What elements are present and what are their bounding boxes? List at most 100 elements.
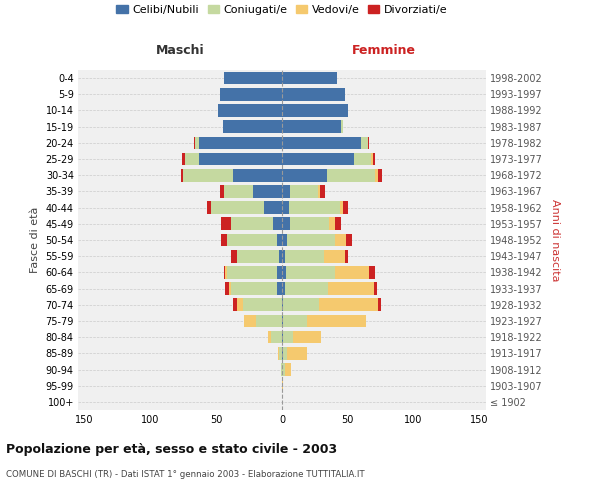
- Bar: [284, 250, 324, 262]
- Bar: [346, 234, 352, 246]
- Bar: [221, 218, 230, 230]
- Bar: [211, 202, 263, 214]
- Bar: [199, 152, 282, 166]
- Text: COMUNE DI BASCHI (TR) - Dati ISTAT 1° gennaio 2003 - Elaborazione TUTTITALIA.IT: COMUNE DI BASCHI (TR) - Dati ISTAT 1° ge…: [6, 470, 365, 479]
- Bar: [282, 185, 290, 198]
- Bar: [220, 88, 282, 101]
- Bar: [195, 136, 199, 149]
- Bar: [282, 282, 284, 295]
- Bar: [289, 202, 340, 214]
- Text: Femmine: Femmine: [352, 44, 416, 57]
- Bar: [230, 282, 277, 295]
- Bar: [327, 169, 376, 181]
- Bar: [320, 185, 325, 198]
- Bar: [369, 266, 376, 278]
- Bar: [335, 234, 346, 246]
- Bar: [282, 234, 287, 246]
- Bar: [328, 282, 374, 295]
- Bar: [282, 380, 283, 392]
- Bar: [278, 347, 280, 360]
- Bar: [282, 218, 290, 230]
- Text: Popolazione per età, sesso e stato civile - 2003: Popolazione per età, sesso e stato civil…: [6, 442, 337, 456]
- Bar: [199, 136, 282, 149]
- Bar: [329, 218, 335, 230]
- Legend: Celibi/Nubili, Coniugati/e, Vedovi/e, Divorziati/e: Celibi/Nubili, Coniugati/e, Vedovi/e, Di…: [112, 1, 452, 20]
- Bar: [283, 331, 293, 344]
- Bar: [183, 169, 233, 181]
- Bar: [335, 266, 369, 278]
- Bar: [221, 234, 227, 246]
- Bar: [371, 152, 373, 166]
- Bar: [282, 314, 283, 328]
- Bar: [253, 185, 282, 198]
- Bar: [282, 72, 337, 85]
- Bar: [283, 314, 307, 328]
- Bar: [229, 282, 230, 295]
- Bar: [287, 347, 307, 360]
- Bar: [263, 202, 282, 214]
- Bar: [280, 347, 282, 360]
- Bar: [268, 331, 271, 344]
- Bar: [237, 298, 242, 311]
- Bar: [230, 218, 273, 230]
- Bar: [277, 282, 282, 295]
- Bar: [340, 202, 343, 214]
- Bar: [226, 266, 227, 278]
- Bar: [293, 331, 322, 344]
- Bar: [343, 202, 348, 214]
- Bar: [335, 218, 341, 230]
- Bar: [345, 250, 348, 262]
- Bar: [185, 152, 199, 166]
- Bar: [378, 169, 382, 181]
- Bar: [194, 136, 195, 149]
- Bar: [324, 250, 345, 262]
- Bar: [374, 282, 377, 295]
- Bar: [277, 234, 282, 246]
- Bar: [282, 347, 283, 360]
- Bar: [271, 331, 282, 344]
- Bar: [373, 152, 376, 166]
- Bar: [284, 363, 291, 376]
- Bar: [280, 250, 282, 262]
- Bar: [282, 169, 327, 181]
- Bar: [361, 136, 368, 149]
- Bar: [224, 185, 253, 198]
- Bar: [218, 104, 282, 117]
- Bar: [282, 88, 345, 101]
- Y-axis label: Anni di nascita: Anni di nascita: [550, 198, 560, 281]
- Bar: [282, 363, 284, 376]
- Bar: [281, 363, 282, 376]
- Bar: [282, 104, 348, 117]
- Bar: [319, 298, 378, 311]
- Bar: [283, 298, 319, 311]
- Bar: [284, 282, 328, 295]
- Bar: [378, 298, 381, 311]
- Bar: [244, 314, 256, 328]
- Bar: [307, 314, 366, 328]
- Bar: [290, 185, 317, 198]
- Bar: [286, 266, 335, 278]
- Bar: [287, 234, 335, 246]
- Bar: [256, 314, 282, 328]
- Bar: [282, 266, 286, 278]
- Bar: [341, 120, 343, 133]
- Text: Maschi: Maschi: [155, 44, 205, 57]
- Bar: [282, 120, 341, 133]
- Bar: [227, 234, 277, 246]
- Y-axis label: Fasce di età: Fasce di età: [30, 207, 40, 273]
- Bar: [290, 218, 329, 230]
- Bar: [237, 250, 280, 262]
- Bar: [233, 169, 282, 181]
- Bar: [376, 169, 378, 181]
- Bar: [273, 218, 282, 230]
- Bar: [282, 298, 283, 311]
- Bar: [242, 298, 282, 311]
- Bar: [227, 266, 277, 278]
- Bar: [317, 185, 320, 198]
- Bar: [230, 250, 237, 262]
- Bar: [282, 250, 284, 262]
- Bar: [282, 136, 361, 149]
- Bar: [277, 266, 282, 278]
- Bar: [282, 202, 289, 214]
- Bar: [224, 72, 282, 85]
